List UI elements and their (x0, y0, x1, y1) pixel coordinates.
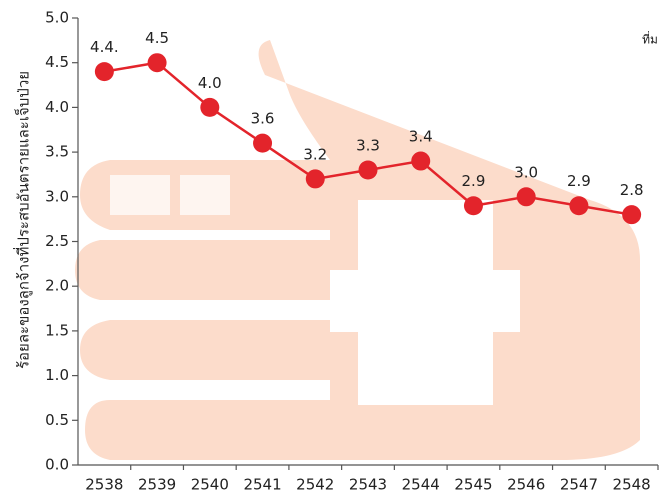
data-label: 4.5 (145, 29, 169, 47)
data-point (517, 187, 536, 206)
y-tick-label: 0.5 (45, 411, 69, 429)
data-label: 4.0 (198, 74, 222, 92)
y-tick-label: 4.5 (45, 53, 69, 71)
data-point (464, 196, 483, 215)
data-label: 3.3 (356, 136, 380, 154)
data-label: 3.6 (251, 110, 275, 128)
annotation: ที่ม (642, 31, 658, 47)
data-point (622, 205, 641, 224)
y-axis-label: ร้อยละของลูกจ้างที่ประสบอันตรายและเจ็บป่… (13, 71, 33, 369)
x-tick-label: 2540 (191, 476, 229, 494)
data-label: 3.4 (409, 128, 433, 146)
data-point (306, 169, 325, 188)
x-tick-label: 2538 (85, 476, 123, 494)
data-point (200, 98, 219, 117)
x-tick-label: 2547 (560, 476, 598, 494)
x-tick-label: 2543 (349, 476, 387, 494)
data-point (359, 160, 378, 179)
x-tick-label: 2542 (296, 476, 334, 494)
background-hand (75, 40, 640, 460)
x-tick-label: 2546 (507, 476, 545, 494)
y-tick-label: 1.0 (45, 366, 69, 384)
x-tick-label: 2545 (454, 476, 492, 494)
y-tick-label: 1.5 (45, 321, 69, 339)
data-label: 2.9 (462, 172, 486, 190)
data-label: 2.9 (567, 172, 591, 190)
y-tick-label: 3.0 (45, 187, 69, 205)
y-tick-label: 4.0 (45, 98, 69, 116)
data-label: 3.2 (303, 145, 327, 163)
data-label: 4.4. (90, 38, 119, 56)
y-tick-label: 3.5 (45, 143, 69, 161)
y-tick-label: 2.5 (45, 232, 69, 250)
x-tick-label: 2541 (243, 476, 281, 494)
y-tick-label: 2.0 (45, 277, 69, 295)
data-label: 3.0 (514, 163, 538, 181)
x-tick-label: 2539 (138, 476, 176, 494)
y-tick-label: 0.0 (45, 456, 69, 474)
y-tick-label: 5.0 (45, 9, 69, 27)
chart: ร้อยละของลูกจ้างที่ประสบอันตรายและเจ็บป่… (0, 0, 662, 494)
x-tick-label: 2544 (402, 476, 440, 494)
data-point (253, 134, 272, 153)
data-point (569, 196, 588, 215)
data-point (95, 62, 114, 81)
x-tick-label: 2548 (613, 476, 651, 494)
data-point (411, 152, 430, 171)
data-label: 2.8 (620, 181, 644, 199)
data-point (148, 53, 167, 72)
